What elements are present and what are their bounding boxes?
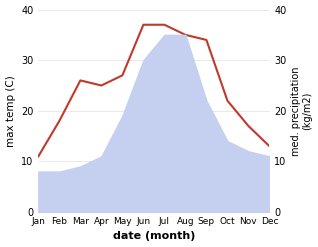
X-axis label: date (month): date (month)	[113, 231, 195, 242]
Y-axis label: med. precipitation
(kg/m2): med. precipitation (kg/m2)	[291, 66, 313, 156]
Y-axis label: max temp (C): max temp (C)	[5, 75, 16, 147]
